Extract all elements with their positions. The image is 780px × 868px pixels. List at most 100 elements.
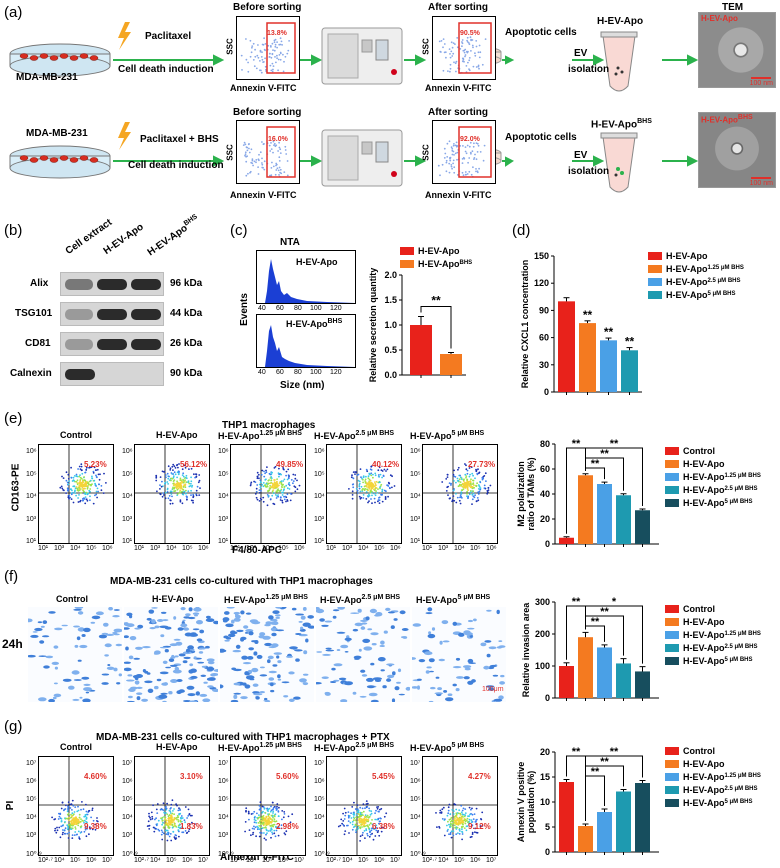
event-dot bbox=[462, 820, 464, 823]
apoptotic-cells-label: Apoptotic cells bbox=[505, 132, 577, 143]
cell-mark bbox=[493, 698, 503, 702]
cell-mark bbox=[159, 671, 169, 675]
event-dot bbox=[273, 39, 276, 42]
event-dot bbox=[441, 481, 444, 483]
event-dot bbox=[464, 487, 467, 489]
event-dot bbox=[262, 143, 265, 146]
event-dot bbox=[61, 833, 64, 836]
event-dot bbox=[263, 37, 265, 40]
event-dot bbox=[444, 152, 447, 155]
event-dot bbox=[166, 491, 169, 493]
invasion-image bbox=[121, 606, 222, 704]
after-sorting-title: After sorting bbox=[428, 2, 488, 13]
cell-mark bbox=[360, 626, 366, 630]
y-tick-label: 20 bbox=[540, 514, 550, 524]
event-dot bbox=[180, 487, 183, 490]
cell-mark bbox=[189, 663, 194, 667]
cell-mark bbox=[43, 665, 50, 669]
event-dot bbox=[67, 483, 70, 486]
event-dot bbox=[478, 486, 481, 488]
event-dot bbox=[160, 833, 163, 836]
event-dot bbox=[89, 827, 91, 830]
event-dot bbox=[182, 493, 185, 496]
event-dot bbox=[466, 490, 468, 493]
protein-label: Alix bbox=[30, 278, 49, 289]
event-dot bbox=[180, 480, 183, 483]
event-dot bbox=[98, 478, 101, 481]
tick: 10⁴ bbox=[438, 857, 449, 864]
event-dot bbox=[455, 501, 458, 504]
event-dot bbox=[442, 46, 444, 49]
event-dot bbox=[261, 822, 264, 824]
event-dot bbox=[358, 821, 361, 824]
cell-mark bbox=[427, 607, 433, 612]
event-dot bbox=[359, 490, 362, 493]
event-dot bbox=[172, 810, 174, 812]
cell-mark bbox=[302, 606, 307, 611]
cell-mark bbox=[73, 608, 82, 611]
cell-mark bbox=[264, 697, 268, 701]
event-dot bbox=[465, 464, 467, 467]
event-dot bbox=[370, 498, 372, 500]
event-dot bbox=[366, 834, 369, 837]
cell-mark bbox=[386, 678, 392, 682]
invasion-image bbox=[216, 605, 316, 703]
event-dot bbox=[190, 482, 192, 485]
significance-bracket bbox=[420, 306, 452, 349]
cell-mark bbox=[141, 698, 148, 702]
cell-mark bbox=[298, 621, 303, 623]
tick: 10⁶ bbox=[390, 545, 401, 552]
event-dot bbox=[85, 469, 88, 471]
event-dot bbox=[276, 57, 278, 60]
panel-a-graphics bbox=[9, 22, 699, 193]
cell-mark bbox=[165, 666, 171, 669]
cell-mark bbox=[225, 637, 232, 640]
event-dot bbox=[91, 807, 94, 810]
event-dot bbox=[471, 503, 473, 505]
event-dot bbox=[198, 479, 201, 482]
event-dot bbox=[80, 808, 82, 811]
event-dot bbox=[256, 484, 259, 486]
event-dot bbox=[93, 479, 96, 482]
event-dot bbox=[466, 481, 469, 484]
event-dot bbox=[256, 812, 258, 815]
significance-mark: ** bbox=[572, 438, 581, 450]
event-dot bbox=[461, 815, 464, 817]
event-dot bbox=[267, 810, 269, 812]
cell-mark bbox=[267, 655, 274, 660]
event-dot bbox=[277, 169, 280, 172]
tick: 10⁴ bbox=[54, 857, 65, 864]
event-dot bbox=[350, 812, 352, 815]
event-dot bbox=[466, 144, 469, 147]
ev-label: EV bbox=[574, 48, 588, 59]
cell-mark bbox=[253, 693, 263, 696]
event-dot bbox=[176, 464, 178, 467]
event-dot bbox=[80, 477, 83, 480]
event-dot bbox=[286, 487, 289, 490]
legend-swatch bbox=[665, 657, 679, 665]
cell-mark bbox=[464, 632, 473, 636]
event-dot bbox=[385, 490, 387, 493]
y-axis-label: SSC bbox=[421, 38, 431, 55]
event-dot bbox=[60, 825, 63, 828]
event-dot bbox=[173, 808, 175, 810]
cell-mark bbox=[359, 695, 367, 698]
legend-label: H-EV-Apo bbox=[418, 246, 460, 256]
event-dot bbox=[294, 490, 297, 493]
cell-mark bbox=[54, 627, 63, 631]
event-dot bbox=[362, 481, 364, 484]
bar bbox=[597, 647, 612, 698]
event-dot bbox=[246, 155, 248, 158]
event-dot bbox=[245, 810, 247, 813]
event-dot bbox=[393, 485, 396, 487]
event-dot bbox=[479, 488, 482, 491]
event-dot bbox=[271, 831, 273, 834]
cell-mark bbox=[240, 696, 248, 700]
event-dot bbox=[339, 824, 342, 827]
event-dot bbox=[448, 823, 450, 826]
event-dot bbox=[284, 149, 287, 151]
event-dot bbox=[278, 806, 280, 809]
event-dot bbox=[178, 473, 180, 475]
event-dot bbox=[181, 474, 184, 476]
event-dot bbox=[173, 817, 176, 820]
